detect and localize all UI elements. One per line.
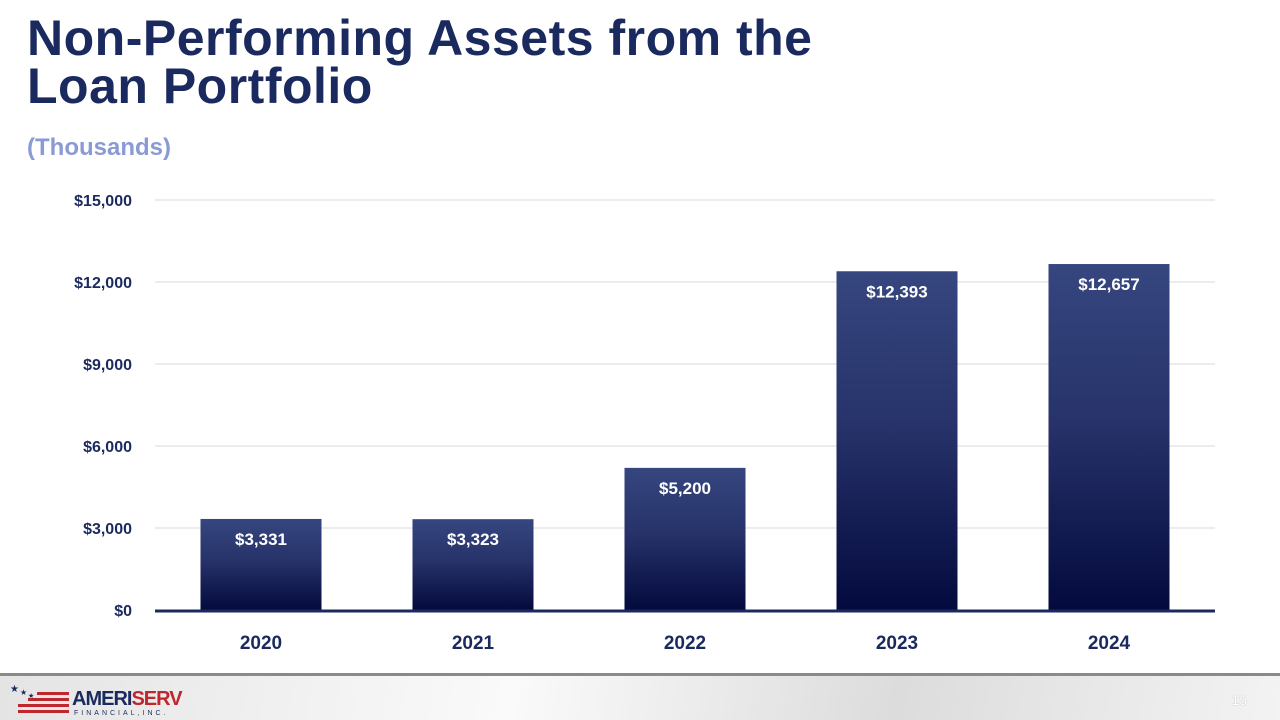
y-tick-label: $0 bbox=[114, 603, 132, 620]
bar-2021 bbox=[412, 519, 534, 610]
y-tick-label: $6,000 bbox=[83, 439, 132, 456]
bar-chart: $0 $3,000 $6,000 $9,000 $12,000 $15,000 $3,331… bbox=[74, 193, 1215, 654]
ameriserv-logo: ★ ★ ★ AMERISERV FINANCIAL,INC. bbox=[10, 684, 184, 717]
svg-text:★: ★ bbox=[20, 688, 27, 697]
svg-text:FINANCIAL,INC.: FINANCIAL,INC. bbox=[74, 710, 169, 717]
data-label: $5,200 bbox=[659, 479, 711, 498]
page-number: 15 bbox=[1231, 692, 1247, 708]
data-label: $3,331 bbox=[235, 530, 287, 549]
x-tick-label: 2022 bbox=[664, 633, 706, 654]
y-tick-label: $15,000 bbox=[74, 193, 132, 210]
y-tick-label: $3,000 bbox=[83, 521, 132, 538]
page-title: Non-Performing Assets from the Loan Portf… bbox=[27, 13, 812, 111]
svg-text:★: ★ bbox=[10, 684, 19, 695]
title-line-2: Loan Portfolio bbox=[27, 58, 373, 114]
subtitle: (Thousands) bbox=[27, 134, 171, 161]
x-tick-label: 2021 bbox=[452, 633, 495, 654]
footer: ★ ★ ★ AMERISERV FINANCIAL,INC. 15 bbox=[0, 673, 1280, 720]
x-tick-label: 2020 bbox=[240, 633, 282, 654]
data-label: $12,657 bbox=[1078, 275, 1139, 294]
data-label: $12,393 bbox=[866, 282, 927, 301]
svg-text:★: ★ bbox=[28, 692, 34, 700]
title-line-1: Non-Performing Assets from the bbox=[27, 10, 813, 66]
bar-2024 bbox=[1048, 264, 1170, 610]
data-label: $3,323 bbox=[447, 530, 499, 549]
svg-text:AMERISERV: AMERISERV bbox=[72, 688, 183, 710]
y-tick-label: $9,000 bbox=[83, 357, 132, 374]
bar-2020 bbox=[200, 518, 322, 610]
bar-2023 bbox=[836, 271, 958, 610]
y-tick-label: $12,000 bbox=[74, 275, 132, 292]
bar-2022 bbox=[624, 467, 746, 610]
x-tick-label: 2023 bbox=[876, 633, 918, 654]
x-tick-label: 2024 bbox=[1088, 633, 1131, 654]
